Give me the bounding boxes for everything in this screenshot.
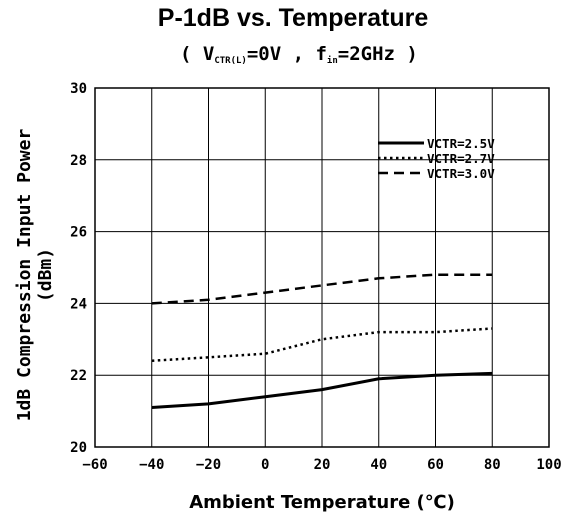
series-lines — [151, 273, 493, 409]
y-axis-unit: (dBm) — [35, 248, 56, 302]
subtitle-vctr-subscript: CTR(L) — [214, 56, 247, 66]
x-tick-label: −60 — [82, 457, 107, 473]
x-axis-label: Ambient Temperature (℃) — [189, 492, 455, 513]
legend-label-1: VCTR=2.5V — [427, 136, 495, 151]
chart-subtitle: ( VCTR(L)=0V , fin=2GHz ) — [180, 43, 418, 66]
y-tick-label: 20 — [70, 440, 87, 456]
subtitle-mid: =0V , f — [246, 43, 327, 65]
subtitle-close: =2GHz ) — [337, 43, 418, 65]
y-axis-label: 1dB Compression Input Power — [14, 129, 35, 422]
legend-label-3: VCTR=3.0V — [427, 166, 495, 181]
legend-label-2: VCTR=2.7V — [427, 151, 495, 166]
plot-frame — [94, 87, 550, 448]
chart-title: P-1dB vs. Temperature — [157, 4, 429, 32]
x-tick-label: 100 — [536, 457, 561, 473]
x-tick-label: 60 — [427, 457, 444, 473]
x-tick-labels: −60 −40 −20 0 20 40 60 80 100 — [82, 457, 561, 473]
y-tick-label: 28 — [70, 153, 87, 169]
x-tick-label: −20 — [196, 457, 221, 473]
subtitle-open: ( V — [180, 43, 215, 65]
y-tick-label: 26 — [70, 225, 87, 241]
series-line-3 — [151, 273, 493, 305]
x-tick-label: 80 — [484, 457, 501, 473]
x-tick-label: −40 — [139, 457, 164, 473]
y-tick-label: 24 — [70, 296, 87, 312]
series-line-1 — [151, 371, 493, 409]
x-tick-label: 20 — [314, 457, 331, 473]
x-tick-label: 0 — [261, 457, 269, 473]
y-tick-label: 22 — [70, 368, 87, 384]
y-tick-labels: 20 22 24 26 28 30 — [70, 81, 87, 456]
subtitle-fin-subscript: in — [326, 56, 338, 66]
y-tick-label: 30 — [70, 81, 87, 97]
x-tick-label: 40 — [370, 457, 387, 473]
